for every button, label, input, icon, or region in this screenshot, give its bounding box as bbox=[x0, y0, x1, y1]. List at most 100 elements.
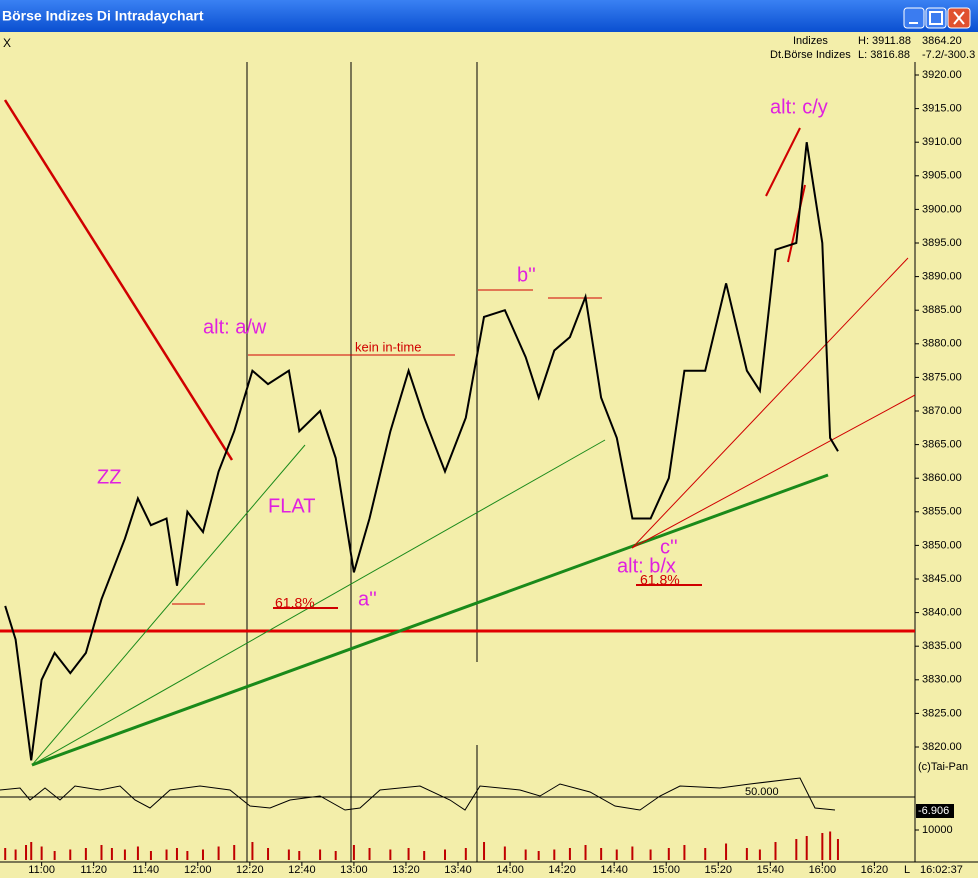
x-tick-label: 13:40 bbox=[444, 864, 472, 876]
volume-bar bbox=[553, 849, 556, 860]
annotation: alt: c/y bbox=[770, 96, 828, 118]
minimize-button[interactable] bbox=[903, 7, 925, 29]
x-tick-label: 14:20 bbox=[548, 864, 576, 876]
volume-bar bbox=[251, 842, 254, 860]
y-tick-label: 3885.00 bbox=[922, 304, 962, 316]
annotation: alt: b/x bbox=[617, 555, 676, 577]
volume-bar bbox=[667, 848, 670, 860]
annotation: kein in-time bbox=[355, 339, 421, 354]
x-tick-label: 13:00 bbox=[340, 864, 368, 876]
volume-bar bbox=[233, 845, 236, 860]
oscillator-level: 50.000 bbox=[745, 786, 779, 798]
x-tick-label: 12:40 bbox=[288, 864, 316, 876]
volume-bar bbox=[444, 849, 446, 860]
x-tick-label: 13:20 bbox=[392, 864, 420, 876]
volume-bar bbox=[774, 842, 777, 860]
volume-bar bbox=[821, 833, 824, 860]
high-label: H: 3911.88 bbox=[858, 35, 911, 47]
volume-bar bbox=[69, 849, 72, 860]
clock: 16:02:37 bbox=[920, 864, 963, 876]
index-label: Indizes bbox=[793, 35, 828, 47]
volume-bar bbox=[84, 848, 87, 860]
volume-bar bbox=[4, 848, 7, 860]
volume-tick-label: 10000 bbox=[922, 824, 953, 836]
volume-bar bbox=[836, 839, 839, 860]
volume-bar bbox=[483, 842, 486, 860]
volume-bar bbox=[464, 848, 467, 860]
scale-mode[interactable]: L bbox=[904, 864, 910, 876]
y-tick-label: 3920.00 bbox=[922, 69, 962, 81]
y-tick-label: 3880.00 bbox=[922, 338, 962, 350]
y-tick-label: 3865.00 bbox=[922, 439, 962, 451]
volume-bar bbox=[40, 846, 43, 860]
y-tick-label: 3860.00 bbox=[922, 472, 962, 484]
window-buttons[interactable] bbox=[903, 7, 971, 29]
annotation: 61.8% bbox=[275, 595, 315, 611]
y-tick-label: 3890.00 bbox=[922, 271, 962, 283]
y-tick-label: 3820.00 bbox=[922, 741, 962, 753]
volume-bar bbox=[758, 849, 761, 860]
volume-bar bbox=[649, 849, 652, 860]
oscillator-value-box bbox=[916, 804, 954, 818]
volume-bar bbox=[175, 848, 178, 860]
volume-bar bbox=[368, 848, 371, 860]
volume-bar bbox=[136, 846, 139, 860]
annotation: FLAT bbox=[268, 495, 315, 517]
volume-bar bbox=[829, 831, 832, 860]
y-tick-label: 3870.00 bbox=[922, 405, 962, 417]
volume-bar bbox=[407, 848, 410, 860]
drawings bbox=[0, 62, 916, 862]
y-tick-label: 3915.00 bbox=[922, 103, 962, 115]
volume-bar bbox=[795, 839, 798, 860]
volume-bar bbox=[725, 843, 728, 860]
volume-bar bbox=[25, 845, 28, 860]
volume-bar bbox=[745, 848, 748, 860]
volume-bar bbox=[287, 849, 290, 860]
price-line bbox=[4, 142, 839, 761]
volume-bar bbox=[53, 851, 56, 860]
annotation: alt: a/w bbox=[203, 316, 267, 338]
volume-bar bbox=[631, 846, 634, 860]
exchange-label: Dt.Börse Indizes bbox=[770, 49, 851, 61]
volume-bar bbox=[201, 849, 204, 860]
y-tick-label: 3875.00 bbox=[922, 371, 962, 383]
volume-bar bbox=[537, 851, 540, 860]
volume-bar bbox=[100, 845, 103, 860]
annotation: 61.8% bbox=[640, 572, 680, 588]
window-title: Börse Indizes Di Intradaychart bbox=[2, 8, 204, 24]
copyright: (c)Tai-Pan bbox=[918, 761, 968, 773]
volume-bar bbox=[584, 845, 587, 860]
y-tick-label: 3840.00 bbox=[922, 607, 962, 619]
annotation: a'' bbox=[358, 588, 377, 610]
volume-bar bbox=[267, 848, 270, 860]
x-tick-label: 11:20 bbox=[80, 864, 107, 876]
change-clip: -7.2/-300.3 bbox=[922, 49, 975, 61]
volume-bar bbox=[30, 842, 33, 860]
last-price: 3864.20 bbox=[922, 35, 962, 47]
volume-bar bbox=[805, 836, 808, 860]
x-tick-label: 12:20 bbox=[236, 864, 264, 876]
volume-bar bbox=[110, 848, 113, 860]
volume-bar bbox=[14, 849, 17, 860]
volume-bar bbox=[217, 846, 220, 860]
volume-bar bbox=[683, 845, 686, 860]
x-tick-label: 12:00 bbox=[184, 864, 212, 876]
volume-bar bbox=[319, 849, 322, 860]
title-bar bbox=[0, 0, 978, 32]
volume-bar bbox=[615, 849, 618, 860]
volume-bar bbox=[149, 851, 152, 860]
y-tick-label: 3900.00 bbox=[922, 203, 962, 215]
close-chart[interactable]: X bbox=[3, 36, 11, 50]
oscillator-value: -6.906 bbox=[918, 805, 949, 817]
volume-bar bbox=[423, 851, 426, 860]
y-tick-label: 3825.00 bbox=[922, 707, 962, 719]
y-tick-label: 3835.00 bbox=[922, 640, 962, 652]
y-tick-label: 3845.00 bbox=[922, 573, 962, 585]
x-tick-label: 14:40 bbox=[600, 864, 628, 876]
y-tick-label: 3830.00 bbox=[922, 674, 962, 686]
volume-bar bbox=[704, 848, 707, 860]
annotation: c'' bbox=[660, 536, 678, 558]
